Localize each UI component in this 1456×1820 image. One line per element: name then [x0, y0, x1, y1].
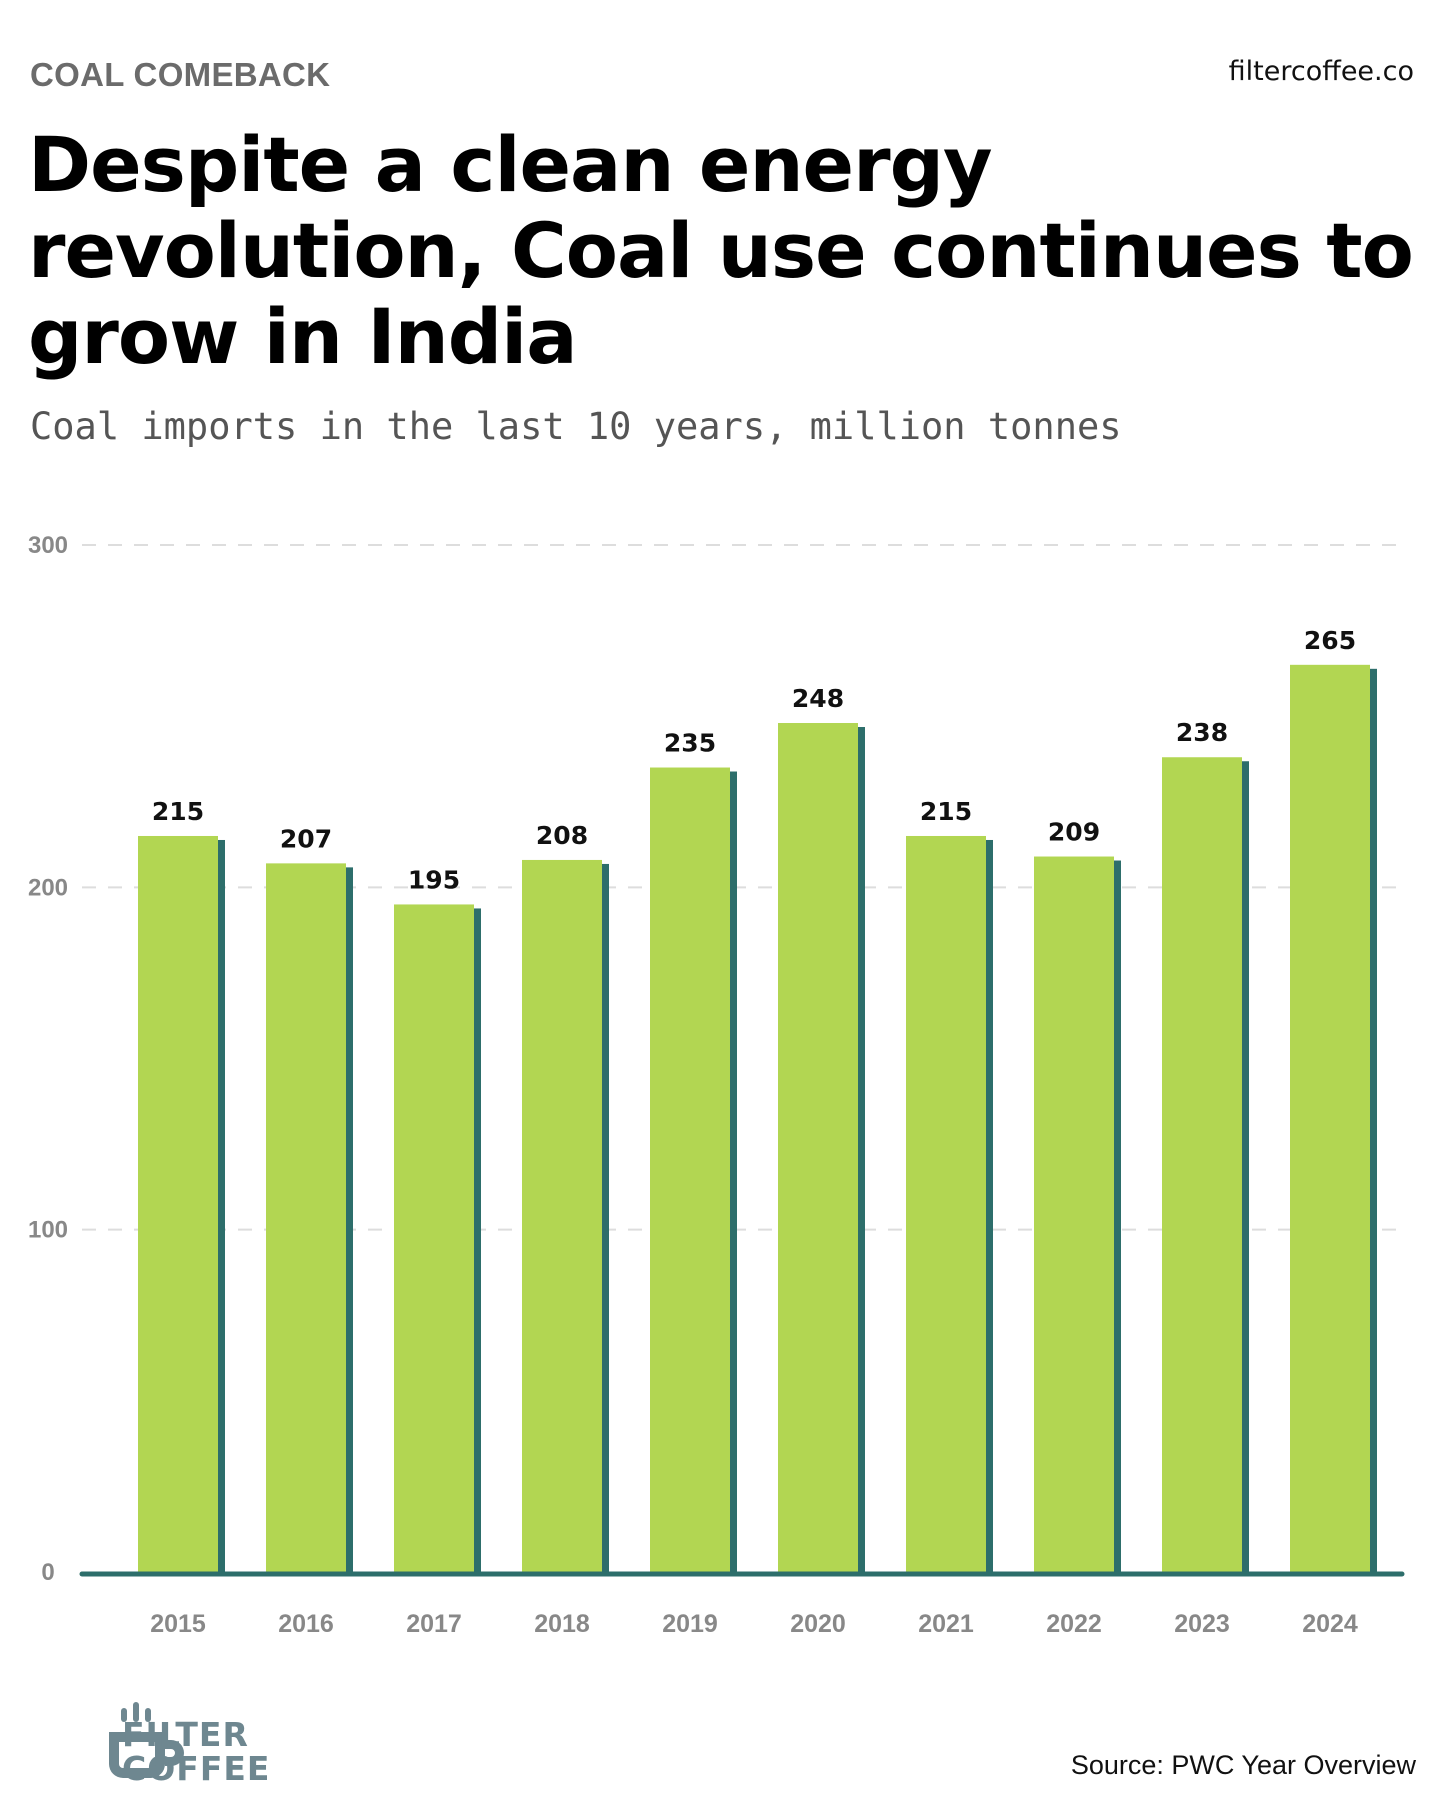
x-tick-label: 2016	[278, 1610, 334, 1638]
bar	[138, 835, 218, 1572]
x-tick-label: 2024	[1302, 1610, 1358, 1638]
data-label: 248	[792, 684, 844, 713]
x-tick-label: 2015	[150, 1610, 206, 1638]
bar	[1034, 856, 1114, 1572]
y-tick-label: 300	[28, 532, 68, 559]
data-label: 215	[152, 797, 204, 826]
y-tick-label: 100	[28, 1217, 68, 1244]
data-label: 215	[920, 797, 972, 826]
data-label: 195	[408, 865, 460, 894]
x-tick-label: 2017	[406, 1610, 462, 1638]
x-tick-label: 2018	[534, 1610, 590, 1638]
x-tick-label: 2022	[1046, 1610, 1102, 1638]
y-tick-label: 200	[28, 874, 68, 901]
y-tick-label: 0	[41, 1559, 54, 1586]
x-tick-label: 2019	[662, 1610, 718, 1638]
x-tick-label: 2021	[918, 1610, 974, 1638]
logo-line-2: COFFEE	[122, 1749, 271, 1788]
data-label: 208	[536, 821, 588, 850]
data-label: 235	[664, 729, 716, 758]
site-link[interactable]: filtercoffee.co	[1228, 56, 1414, 87]
x-tick-label: 2023	[1174, 1610, 1230, 1638]
data-label: 209	[1048, 818, 1100, 847]
chart-kicker: COAL COMEBACK	[30, 56, 331, 93]
bar	[650, 767, 730, 1572]
chart-title: Despite a clean energy revolution, Coal …	[28, 120, 1414, 381]
bar	[906, 835, 986, 1572]
source-note: Source: PWC Year Overview	[1070, 1750, 1416, 1780]
chart-subtitle: Coal imports in the last 10 years, milli…	[30, 405, 1122, 448]
data-label: 265	[1304, 626, 1356, 655]
x-tick-label: 2020	[790, 1610, 846, 1638]
bar	[1162, 757, 1242, 1572]
data-label: 238	[1176, 718, 1228, 747]
coffee-cup-icon	[109, 1702, 184, 1778]
bar-chart: 0 100 200 300 215 2015 207 2016 195 2017 208 2018 23…	[28, 532, 1405, 1638]
logo-line-1: FILTER	[122, 1715, 249, 1754]
bar	[1290, 664, 1370, 1572]
brand-logo-text: FILTER COFFEE	[122, 1718, 270, 1786]
bar	[778, 723, 858, 1572]
bar	[266, 863, 346, 1572]
bar	[394, 904, 474, 1572]
bar	[522, 859, 602, 1572]
data-label: 207	[280, 824, 332, 853]
